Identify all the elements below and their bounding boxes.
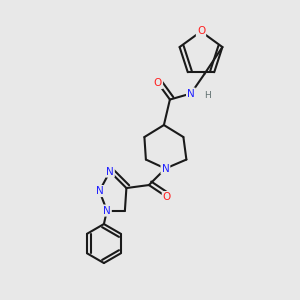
Text: N: N (95, 186, 103, 196)
Text: O: O (163, 192, 171, 202)
Text: N: N (103, 206, 111, 215)
Text: N: N (106, 167, 114, 176)
Text: N: N (187, 88, 195, 98)
Text: O: O (197, 26, 205, 37)
Text: N: N (161, 164, 169, 173)
Text: O: O (154, 78, 162, 88)
Text: H: H (204, 91, 211, 100)
